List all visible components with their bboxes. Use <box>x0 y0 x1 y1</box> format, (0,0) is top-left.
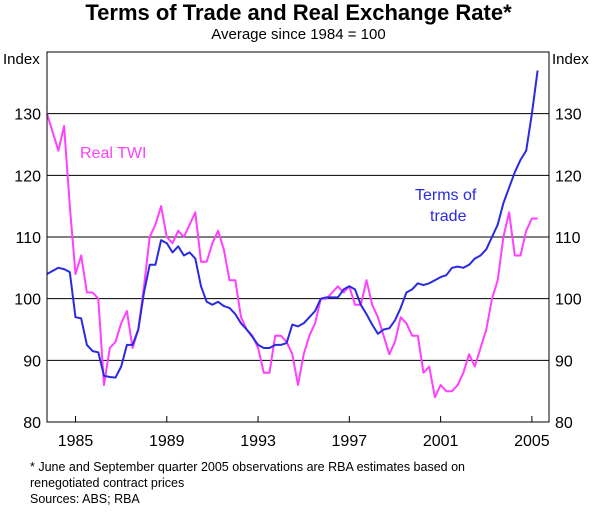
footnotes: * June and September quarter 2005 observ… <box>30 459 590 507</box>
series-layer <box>46 70 539 399</box>
y-axis-label-left: Index <box>3 51 40 68</box>
x-tick-1997: 1997 <box>332 433 368 450</box>
y-tick-left-90: 90 <box>23 353 41 370</box>
y-tick-left-100: 100 <box>14 292 41 309</box>
y-tick-right-80: 80 <box>555 415 573 432</box>
y-tick-left-80: 80 <box>23 415 41 432</box>
y-axis-label-right: Index <box>552 51 589 68</box>
annotation-terms-of-trade-line2: trade <box>430 208 467 225</box>
y-tick-right-120: 120 <box>555 168 582 185</box>
grid-layer <box>47 113 549 361</box>
x-tick-2001: 2001 <box>423 433 459 450</box>
y-tick-left-110: 110 <box>15 230 41 247</box>
series-line-0 <box>46 113 538 399</box>
annotation-real-twi: Real TWI <box>80 145 146 162</box>
y-tick-right-90: 90 <box>555 353 573 370</box>
tick-layer: 80 80 90 90 100 100 110 110 120 120 130 130 1985 1989… <box>14 107 582 450</box>
sources-note: Sources: ABS; RBA <box>30 492 140 506</box>
x-tick-1989: 1989 <box>149 433 185 450</box>
y-tick-right-110: 110 <box>555 230 581 247</box>
footnote-asterisk: * June and September quarter 2005 observ… <box>30 460 465 474</box>
x-tick-1985: 1985 <box>58 433 94 450</box>
y-tick-right-130: 130 <box>555 107 582 124</box>
y-tick-right-100: 100 <box>555 292 582 309</box>
x-tick-2005: 2005 <box>514 433 550 450</box>
y-tick-left-130: 130 <box>14 107 41 124</box>
chart-title: Terms of Trade and Real Exchange Rate* <box>85 0 512 25</box>
plot-frame <box>46 51 550 423</box>
annotation-terms-of-trade-line1: Terms of <box>415 187 477 204</box>
x-tick-1993: 1993 <box>240 433 276 450</box>
chart-subtitle: Average since 1984 = 100 <box>211 26 386 43</box>
series-line-1 <box>46 70 539 379</box>
footnote-continuation: renegotiated contract prices <box>30 476 185 490</box>
y-tick-left-120: 120 <box>14 168 41 185</box>
